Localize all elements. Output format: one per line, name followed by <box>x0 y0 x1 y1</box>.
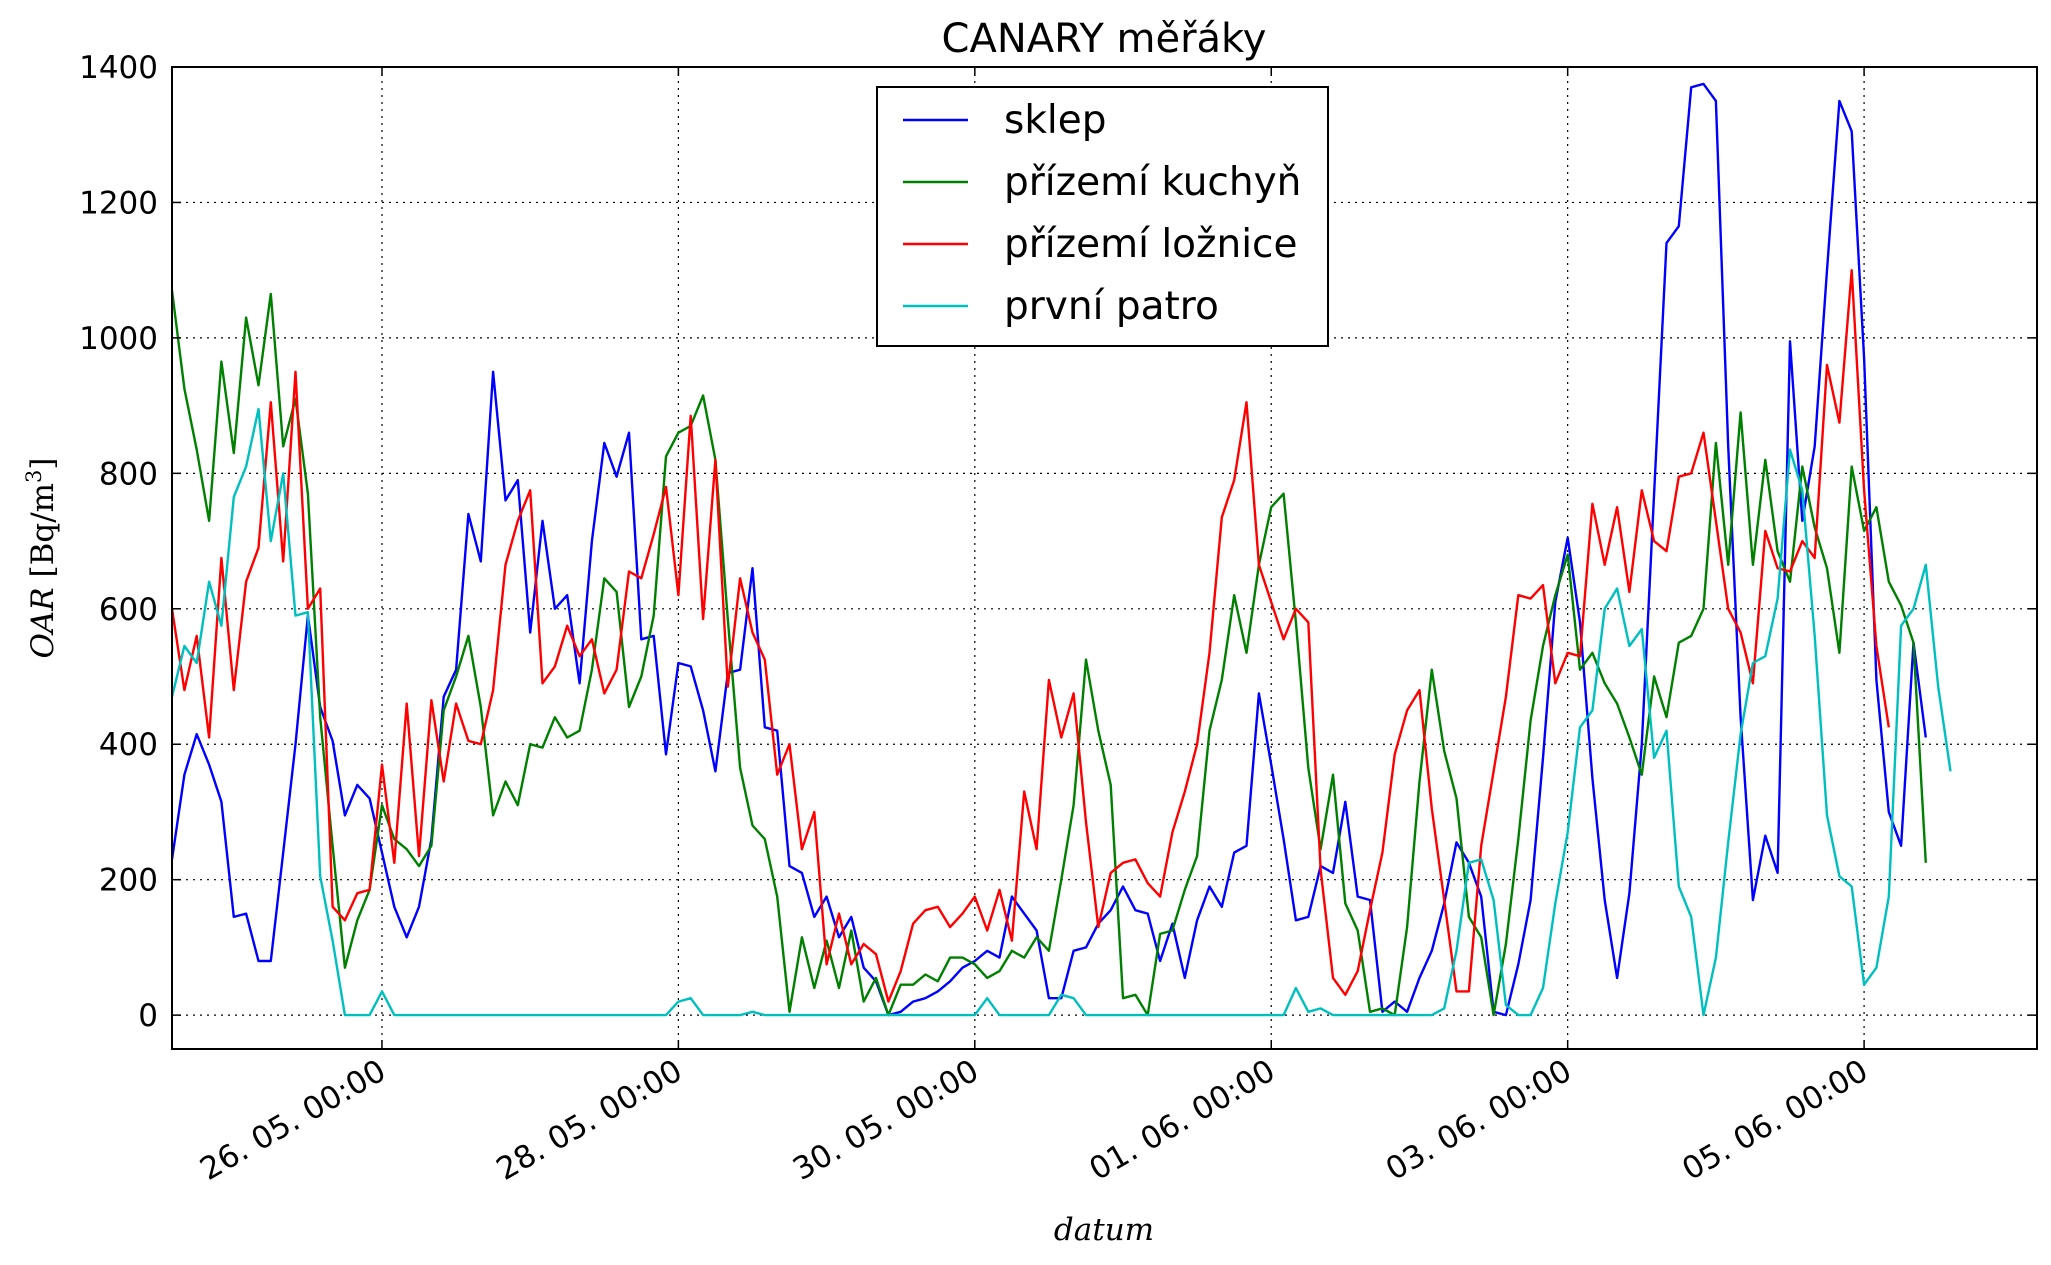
y-axis-unit <box>25 578 61 588</box>
y-tick-label: 800 <box>99 456 158 492</box>
plot-frame <box>171 66 2038 1050</box>
x-tick-label: 01. 06. 00:00 <box>1083 1053 1281 1188</box>
x-tick-label: 05. 06. 00:00 <box>1676 1053 1874 1188</box>
chart-title: CANARY měřáky <box>942 16 1267 62</box>
y-tick-label: 1000 <box>79 321 158 357</box>
series-line-2 <box>170 290 1927 1017</box>
y-axis-ticks: 0 200 400 600 800 1000 1200 1400 <box>79 50 2037 1034</box>
y-axis-label: OAR [Bq/m3] <box>22 457 61 658</box>
legend-label-3: přízemí ložnice <box>1004 222 1297 267</box>
legend: sklep přízemí kuchyň přízemí ložnice první … <box>876 86 1329 347</box>
legend-label-4: první patro <box>1004 284 1219 329</box>
y-tick-label: 400 <box>99 727 158 763</box>
legend-label-1: sklep <box>1004 98 1107 143</box>
y-tick-label: 0 <box>138 998 158 1034</box>
x-tick-label: 28. 05. 00:00 <box>491 1053 689 1188</box>
series-line-1 <box>170 82 1927 1017</box>
series-lines <box>170 82 1952 1017</box>
x-tick-label: 30. 05. 00:00 <box>787 1053 985 1188</box>
x-axis-label: datum <box>1054 1212 1154 1248</box>
legend-frame <box>876 86 1329 347</box>
y-tick-label: 600 <box>99 592 158 628</box>
x-tick-label: 26. 05. 00:00 <box>194 1053 392 1188</box>
y-tick-label: 1400 <box>79 50 158 86</box>
y-tick-label: 200 <box>99 863 158 899</box>
x-tick-label: 03. 06. 00:00 <box>1380 1053 1578 1188</box>
legend-label-2: přízemí kuchyň <box>1004 160 1301 205</box>
series-line-3 <box>170 269 1890 1003</box>
series-line-4 <box>170 407 1952 1017</box>
y-tick-label: 1200 <box>79 185 158 221</box>
